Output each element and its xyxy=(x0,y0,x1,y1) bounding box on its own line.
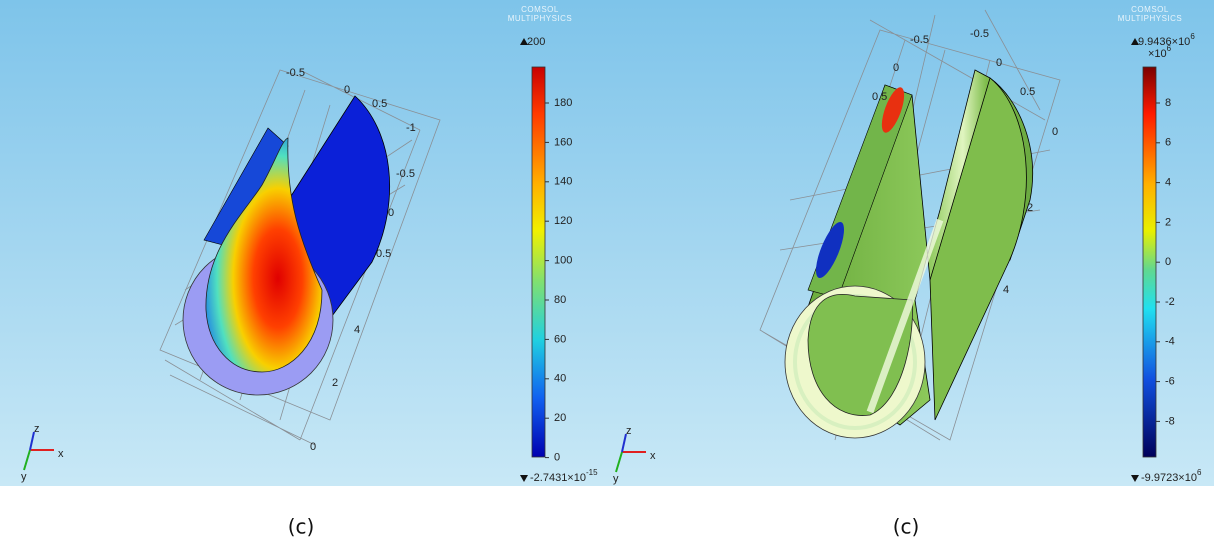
triad-label: y xyxy=(21,471,27,483)
colorbar-tick-label: 140 xyxy=(554,176,572,188)
axis-tick-label: 0 xyxy=(893,62,899,74)
axis-tick-label: 0 xyxy=(1052,126,1058,138)
colorbar xyxy=(532,67,545,457)
colorbar-tick-label: 80 xyxy=(554,294,566,306)
watermark: COMSOL xyxy=(521,5,559,14)
colorbar-min-exponent: -15 xyxy=(586,468,598,477)
triad-label: z xyxy=(626,425,632,437)
colorbar-tick-label: 40 xyxy=(554,373,566,385)
watermark: MULTIPHYSICS xyxy=(1118,14,1183,23)
axis-tick-label: 0.5 xyxy=(872,91,887,103)
triad-label: y xyxy=(613,473,619,485)
colorbar-max: 200 xyxy=(527,36,545,48)
colorbar-tick-label: -2 xyxy=(1165,296,1175,308)
colorbar-tick-label: 8 xyxy=(1165,97,1171,109)
caption: (c) xyxy=(288,515,315,539)
axis-tick-label: 0.5 xyxy=(372,98,387,110)
colorbar-tick-label: 120 xyxy=(554,215,572,227)
axis-tick-label: 0 xyxy=(344,84,350,96)
colorbar-tick-label: 0 xyxy=(1165,256,1171,268)
colorbar-min-text: -2.7431×10 xyxy=(530,472,586,484)
watermark: COMSOL xyxy=(1131,5,1169,14)
axis-tick-label: 4 xyxy=(1003,284,1009,296)
colorbar-tick-label: 20 xyxy=(554,412,566,424)
caption: (c) xyxy=(893,515,920,539)
triad-label: x xyxy=(650,450,656,462)
axis-tick-label: -0.5 xyxy=(286,67,305,79)
triad-label: z xyxy=(34,423,40,435)
figure: COMSOLMULTIPHYSICS200-2.7431×10-15180160… xyxy=(0,0,1214,556)
axis-tick-label: 0.5 xyxy=(376,248,391,260)
colorbar-tick-label: 4 xyxy=(1165,177,1171,189)
colorbar-max-text: 9.9436×10 xyxy=(1138,36,1190,48)
axis-tick-label: 4 xyxy=(354,324,360,336)
colorbar-tick-label: 160 xyxy=(554,136,572,148)
colorbar-min-text: -9.9723×10 xyxy=(1141,472,1197,484)
axis-tick-label: -0.5 xyxy=(970,28,989,40)
colorbar-tick-label: 2 xyxy=(1165,216,1171,228)
colorbar-tick-label: -8 xyxy=(1165,415,1175,427)
watermark: MULTIPHYSICS xyxy=(508,14,573,23)
colorbar-tick-label: 100 xyxy=(554,255,572,267)
axis-tick-label: 2 xyxy=(332,377,338,389)
axis-tick-label: -0.5 xyxy=(396,168,415,180)
colorbar-tick-label: -4 xyxy=(1165,336,1175,348)
colorbar-tick-label: -6 xyxy=(1165,376,1175,388)
triad-label: x xyxy=(58,448,64,460)
colorbar-tick-label: 6 xyxy=(1165,137,1171,149)
colorbar-scale-exponent: 6 xyxy=(1167,44,1172,53)
colorbar xyxy=(1143,67,1156,457)
colorbar-max-exponent: 6 xyxy=(1190,32,1195,41)
colorbar-min-exponent: 6 xyxy=(1197,468,1202,477)
axis-tick-label: 0.5 xyxy=(1020,86,1035,98)
colorbar-scale-text: ×10 xyxy=(1148,48,1167,60)
axis-tick-label: 2 xyxy=(1027,202,1033,214)
axis-tick-label: 0 xyxy=(388,207,394,219)
axis-tick-label: -0.5 xyxy=(910,34,929,46)
colorbar-tick-label: 60 xyxy=(554,333,566,345)
colorbar-tick-label: 0 xyxy=(554,452,560,464)
colorbar-max-text: 200 xyxy=(527,36,545,48)
axis-tick-label: 0 xyxy=(310,441,316,453)
axis-tick-label: 0 xyxy=(996,57,1002,69)
axis-tick-label: -1 xyxy=(406,122,416,134)
colorbar-tick-label: 180 xyxy=(554,97,572,109)
